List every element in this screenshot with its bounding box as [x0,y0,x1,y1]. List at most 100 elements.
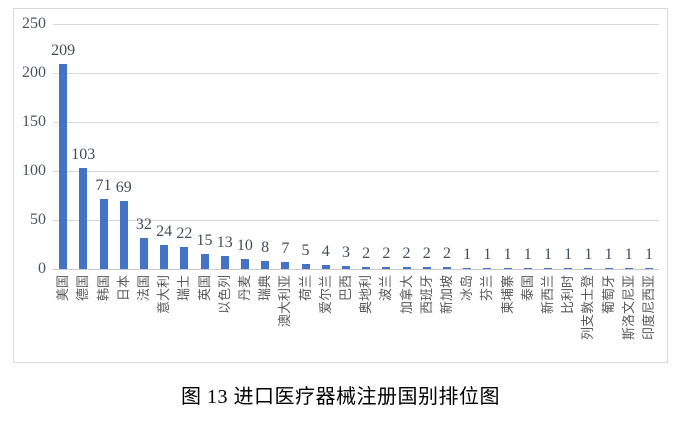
x-label-slot: 澳大利亚 [275,275,295,361]
bar-印度尼西亚 [644,268,653,269]
x-axis-label: 比利时 [560,275,576,315]
bar-slot: 2 [437,24,457,269]
y-tick-label: 150 [22,113,46,130]
bar-泰国 [523,268,532,269]
gridline [53,73,659,74]
bar-value-label: 1 [503,246,512,263]
bar-荷兰 [301,264,310,269]
bar-slot: 2 [417,24,437,269]
gridline [53,122,659,123]
bar-value-label: 103 [71,146,96,163]
bar-slot: 22 [174,24,194,269]
bar-value-label: 32 [135,216,152,233]
figure-caption: 图 13 进口医疗器械注册国别排位图 [181,386,500,408]
bar-slot: 103 [71,24,96,269]
x-axis-label: 瑞典 [257,275,273,302]
bar-value-label: 15 [196,232,213,249]
x-label-slot: 新加坡 [437,275,457,361]
x-label-slot: 瑞典 [255,275,275,361]
bar-澳大利亚 [281,262,290,269]
bar-value-label: 4 [321,243,330,260]
bar-slot: 24 [154,24,174,269]
bar-slot: 1 [538,24,558,269]
y-tick-label: 50 [30,211,46,228]
bar-series: 209 103 71 69 32 24 22 15 13 10 8 7 5 4 3 2 2 2 2 2 1 1 1 1 1 1 1 1… [51,24,659,269]
x-axis-label: 芬兰 [479,275,495,302]
bar-value-label: 1 [604,246,613,263]
x-axis-label: 加拿大 [398,275,414,315]
x-label-slot: 以色列 [215,275,235,361]
bar-瑞典 [261,261,270,269]
bar-瑞士 [180,247,189,269]
x-label-slot: 美国 [53,275,73,361]
x-label-slot: 英国 [194,275,214,361]
x-axis-label: 列支敦士登 [580,275,596,341]
bar-value-label: 1 [564,246,573,263]
bar-slot: 1 [497,24,517,269]
bar-新西兰 [543,268,552,269]
y-tick-label: 100 [22,162,46,179]
bar-value-label: 1 [543,246,552,263]
x-axis-label: 韩国 [95,275,111,302]
bar-斯洛文尼亚 [624,268,633,269]
x-label-slot: 斯洛文尼亚 [619,275,639,361]
x-axis-line [53,269,659,270]
bar-slot: 8 [255,24,275,269]
bar-value-label: 69 [115,179,132,196]
x-label-slot: 波兰 [376,275,396,361]
x-label-slot: 荷兰 [295,275,315,361]
x-label-slot: 奥地利 [356,275,376,361]
x-axis-label: 法国 [135,275,151,302]
bar-value-label: 2 [442,245,451,262]
bar-加拿大 [402,267,411,269]
bar-slot: 10 [235,24,255,269]
x-label-slot: 印度尼西亚 [639,275,659,361]
bar-value-label: 5 [301,242,310,259]
bar-chart: 0 50 100 150 200 250 209 103 71 69 32 24 22 15 13 10 8 7… [13,8,668,363]
x-label-slot: 丹麦 [235,275,255,361]
bar-slot: 209 [51,24,75,269]
bar-slot: 1 [457,24,477,269]
bar-value-label: 1 [624,246,633,263]
bar-slot: 4 [316,24,336,269]
bar-value-label: 3 [341,244,350,261]
bar-slot: 1 [639,24,659,269]
bar-美国 [59,64,68,269]
bar-value-label: 24 [156,223,173,240]
x-axis-label: 柬埔寨 [499,275,515,315]
bar-slot: 2 [356,24,376,269]
bar-value-label: 2 [402,245,411,262]
bar-slot: 1 [598,24,618,269]
x-label-slot: 葡萄牙 [598,275,618,361]
bar-英国 [200,254,209,269]
bar-奥地利 [362,267,371,269]
x-label-slot: 爱尔兰 [316,275,336,361]
bar-value-label: 1 [483,246,492,263]
x-label-slot: 芬兰 [477,275,497,361]
bar-slot: 1 [518,24,538,269]
bar-slot: 71 [93,24,113,269]
x-axis-label: 日本 [115,275,131,302]
bar-巴西 [341,266,350,269]
bar-列支敦士登 [584,268,593,269]
x-label-slot: 柬埔寨 [497,275,517,361]
bar-日本 [119,201,128,269]
bar-value-label: 1 [584,246,593,263]
x-axis-label: 新西兰 [539,275,555,315]
x-axis-label: 德国 [75,275,91,302]
x-axis-label: 瑞士 [176,275,192,302]
bar-韩国 [99,199,108,269]
x-axis-label: 印度尼西亚 [641,275,656,341]
x-label-slot: 德国 [73,275,93,361]
x-label-slot: 意大利 [154,275,174,361]
x-axis-labels: 美国 德国 韩国 日本 法国 意大利 瑞士 英国 以色列 丹麦 瑞典 澳大利亚 荷兰 爱尔兰 巴西 奥地利 波兰… [53,275,659,361]
x-axis-label: 美国 [55,275,71,302]
bar-意大利 [160,245,169,269]
gridline [53,24,659,25]
x-label-slot: 新西兰 [538,275,558,361]
gridline [53,220,659,221]
bar-葡萄牙 [604,268,613,269]
bar-value-label: 10 [236,237,253,254]
y-tick-label: 200 [22,64,46,81]
